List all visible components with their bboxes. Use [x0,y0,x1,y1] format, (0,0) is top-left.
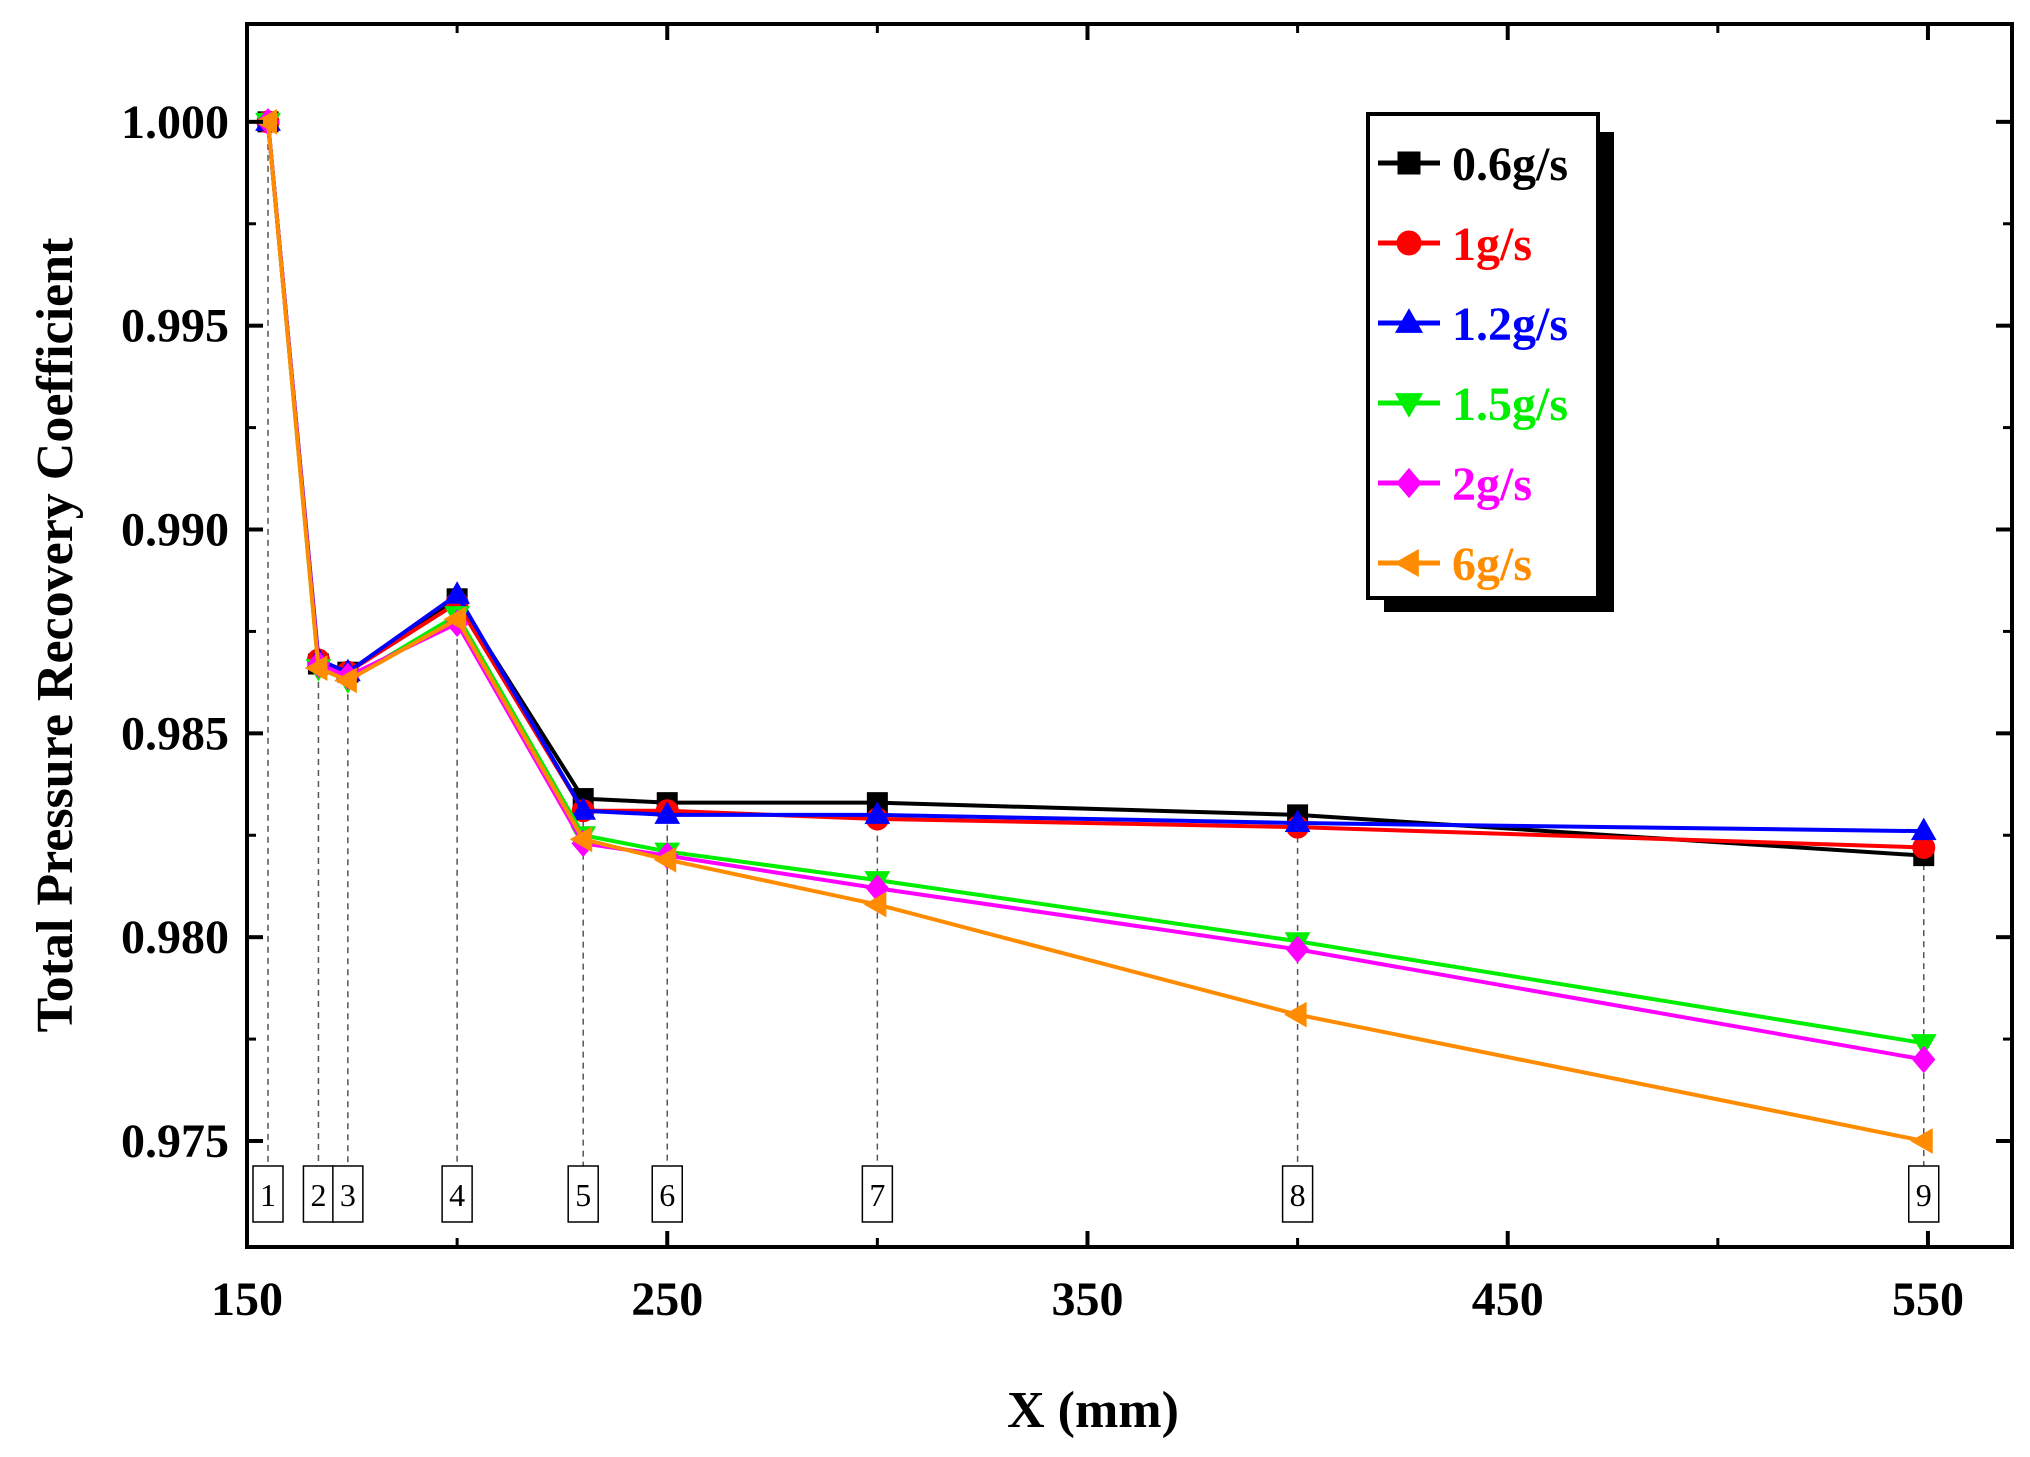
legend-item: 0.6g/s [1378,138,1568,191]
legend-box [1366,112,1600,600]
legend-marker [1394,393,1424,418]
y-tick-label: 0.980 [121,911,229,964]
series-line [266,121,1925,1046]
data-point [1284,1001,1307,1028]
series-1.2g/s [255,108,1937,841]
x-tick-label: 450 [1472,1273,1544,1326]
legend-items: 0.6g/s 1g/s 1.2g/s 1.5g/s 2g/s 6g/s [1378,138,1568,591]
measurement-point-label: 4 [449,1177,465,1213]
legend-marker [1396,467,1422,499]
measurement-point-box [441,1165,473,1223]
legend-item: 1.5g/s [1378,378,1568,431]
legend-item: 6g/s [1378,538,1532,591]
legend-label: 1.2g/s [1452,298,1568,351]
measurement-point-label: 7 [869,1177,885,1213]
series-line [266,121,1925,1062]
series-1.5g/s [255,112,1937,1057]
x-tick-label: 550 [1892,1273,1964,1326]
measurement-point-box [861,1165,894,1223]
data-point [1910,1128,1933,1154]
measurement-point-label: 8 [1290,1177,1306,1213]
legend-item: 1.2g/s [1378,298,1568,351]
legend-label: 0.6g/s [1452,138,1568,191]
data-point [304,655,328,681]
y-tick-label: 0.985 [121,707,229,760]
legend-marker [1396,230,1422,256]
series-6g/s [254,108,1933,1154]
series-2g/s [256,108,1936,1074]
measurement-point-label: 3 [340,1177,356,1213]
y-tick-label: 0.995 [121,300,229,353]
data-point [570,797,597,820]
x-tick-label: 350 [1051,1273,1123,1326]
data-point [653,846,677,873]
x-axis-title: X (mm) [1007,1382,1179,1439]
plot-frame [245,22,2014,1249]
measurement-point-box [1281,1165,1314,1223]
data-point [1284,809,1311,833]
measurement-point-label: 2 [310,1177,326,1213]
measurement-point-box [1908,1165,1940,1223]
legend-label: 1g/s [1452,218,1532,271]
x-tick-label: 250 [631,1273,703,1326]
data-point [1910,1034,1937,1057]
data-point [1910,817,1937,841]
measurement-point-label: 6 [659,1177,675,1213]
data-point [443,606,467,633]
x-tick-label: 150 [211,1273,283,1326]
measurement-point-label: 9 [1916,1177,1932,1213]
y-tick-label: 0.990 [121,504,229,557]
measurement-point-box [252,1165,284,1223]
series-1g/s [256,110,1936,859]
y-axis-title: Total Pressure Recovery Coefficient [27,237,84,1032]
data-point [569,826,593,853]
series-line [266,121,1924,858]
legend-marker [1394,548,1419,578]
guide-lines [267,121,1925,1166]
data-point [864,801,891,824]
y-tick-label: 1.000 [121,96,229,149]
legend-label: 2g/s [1452,458,1532,511]
y-tick-label: 0.975 [121,1115,229,1168]
data-point [863,891,887,918]
measurement-point-label: 1 [260,1177,276,1213]
series-0.6g/s [257,111,1935,867]
measurement-point-label: 5 [575,1177,591,1213]
series-layer [254,108,1937,1154]
legend-marker [1397,151,1421,175]
legend-marker [1394,308,1424,333]
series-line [266,121,1924,850]
measurement-point-box [651,1165,683,1223]
legend-label: 6g/s [1452,538,1532,591]
measurement-point-box [567,1165,599,1223]
series-line [266,121,1925,1143]
data-point [1285,935,1310,964]
data-point [444,581,470,604]
data-point [254,108,278,135]
data-point [334,667,357,694]
legend-item: 2g/s [1378,458,1532,511]
legend-item: 1g/s [1378,218,1532,271]
legend-label: 1.5g/s [1452,378,1568,431]
measurement-point-box [332,1165,364,1223]
axis-ticks: 150 250 350 450 550 0.975 0.980 0.985 0.990 0.995… [121,24,2012,1326]
data-point [654,801,681,824]
legend: 0.6g/s 1g/s 1.2g/s 1.5g/s 2g/s 6g/s [1366,112,1614,612]
data-point [1912,1045,1936,1074]
